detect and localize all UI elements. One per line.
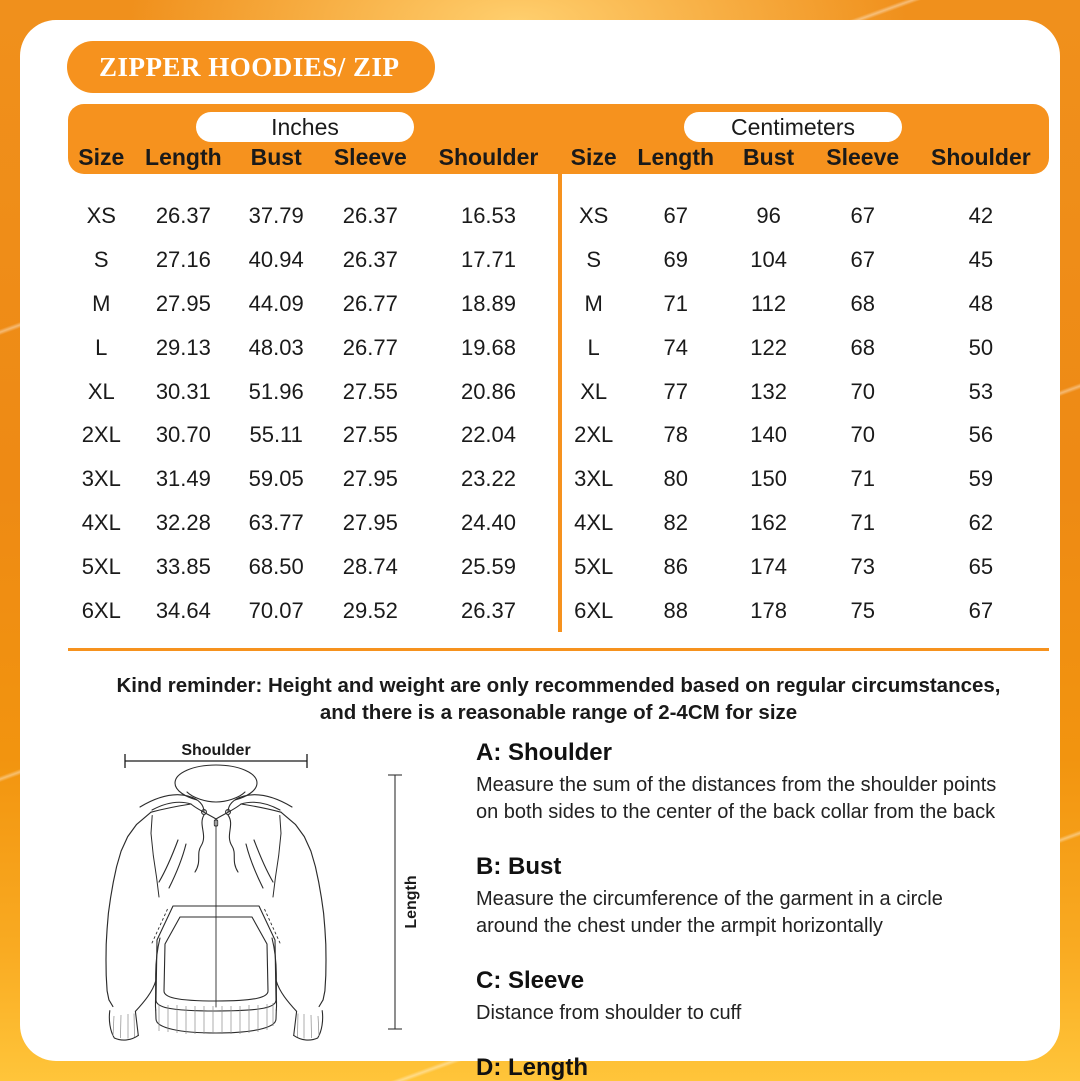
svg-text:Shoulder: Shoulder <box>181 742 250 759</box>
svg-text:Length: Length <box>403 875 420 928</box>
